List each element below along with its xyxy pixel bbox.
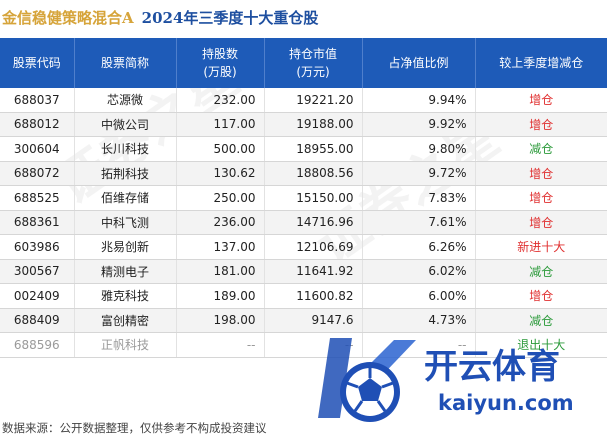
nav-ratio: 7.61% xyxy=(362,210,476,235)
nav-ratio: 9.94% xyxy=(362,88,476,113)
stock-name: 正帆科技 xyxy=(74,332,177,358)
holdings-table: 股票代码 股票简称 持股数 (万股) 持仓市值 (万元) 占净值比例 较上季度增减仓 6880… xyxy=(0,38,607,358)
stock-name: 佰维存储 xyxy=(74,185,177,211)
column-header: 股票简称 xyxy=(74,38,177,88)
market-value: 11641.92 xyxy=(264,259,363,284)
position-change: 退出十大 xyxy=(475,332,607,358)
footer-note: 数据来源：公开数据整理，仅供参考不构成投资建议 xyxy=(2,421,267,435)
table-row: 688037 芯源微 232.00 19221.20 9.94% 增仓 xyxy=(0,88,607,113)
position-change: 减仓 xyxy=(475,259,607,284)
table-row: 688361 中科飞测 236.00 14716.96 7.61% 增仓 xyxy=(0,210,607,235)
market-value: 15150.00 xyxy=(264,185,363,211)
shares-held: 117.00 xyxy=(176,112,265,137)
page-title: 金信稳健策略混合A 2024年三季度十大重仓股 xyxy=(0,0,607,34)
nav-ratio: 9.72% xyxy=(362,161,476,186)
soccer-ball-icon xyxy=(340,362,400,422)
table-header-row: 股票代码 股票简称 持股数 (万股) 持仓市值 (万元) 占净值比例 较上季度增减仓 xyxy=(0,38,607,88)
nav-ratio: 9.80% xyxy=(362,136,476,162)
stock-code: 002409 xyxy=(0,283,75,309)
table-row: 688596 正帆科技 -- -- -- 退出十大 xyxy=(0,332,607,358)
stock-code: 688596 xyxy=(0,332,75,358)
stock-code: 688525 xyxy=(0,185,75,211)
stock-code: 688072 xyxy=(0,161,75,186)
stock-name: 拓荆科技 xyxy=(74,161,177,186)
market-value: 19221.20 xyxy=(264,88,363,113)
stock-code: 688037 xyxy=(0,88,75,113)
report-subtitle: 2024年三季度十大重仓股 xyxy=(141,8,319,27)
table-body: 688037 芯源微 232.00 19221.20 9.94% 增仓 688012 中微公司… xyxy=(0,88,607,358)
table-row: 688072 拓荆科技 130.62 18808.56 9.72% 增仓 xyxy=(0,161,607,186)
table-row: 002409 雅克科技 189.00 11600.82 6.00% 增仓 xyxy=(0,283,607,309)
stock-code: 300604 xyxy=(0,136,75,162)
column-header: 占净值比例 xyxy=(362,38,476,88)
shares-held: 232.00 xyxy=(176,88,265,113)
stock-name: 精测电子 xyxy=(74,259,177,284)
nav-ratio: 6.02% xyxy=(362,259,476,284)
nav-ratio: 6.00% xyxy=(362,283,476,309)
shares-held: 500.00 xyxy=(176,136,265,162)
stock-name: 富创精密 xyxy=(74,308,177,333)
nav-ratio: -- xyxy=(362,332,476,358)
shares-held: 137.00 xyxy=(176,234,265,260)
table-row: 688012 中微公司 117.00 19188.00 9.92% 增仓 xyxy=(0,112,607,137)
stock-name: 芯源微 xyxy=(74,88,177,113)
column-header: 股票代码 xyxy=(0,38,75,88)
table-row: 603986 兆易创新 137.00 12106.69 6.26% 新进十大 xyxy=(0,234,607,260)
position-change: 增仓 xyxy=(475,112,607,137)
position-change: 增仓 xyxy=(475,88,607,113)
fund-name: 金信稳健策略混合A xyxy=(2,8,134,27)
position-change: 增仓 xyxy=(475,161,607,186)
column-header: 较上季度增减仓 xyxy=(475,38,607,88)
position-change: 减仓 xyxy=(475,136,607,162)
market-value: 11600.82 xyxy=(264,283,363,309)
stock-name: 中科飞测 xyxy=(74,210,177,235)
stock-name: 中微公司 xyxy=(74,112,177,137)
table-row: 300567 精测电子 181.00 11641.92 6.02% 减仓 xyxy=(0,259,607,284)
table-row: 688409 富创精密 198.00 9147.6 4.73% 减仓 xyxy=(0,308,607,333)
column-header: 持股数 (万股) xyxy=(176,38,265,88)
stock-code: 688012 xyxy=(0,112,75,137)
position-change: 减仓 xyxy=(475,308,607,333)
shares-held: 198.00 xyxy=(176,308,265,333)
market-value: 14716.96 xyxy=(264,210,363,235)
stock-name: 长川科技 xyxy=(74,136,177,162)
market-value: 9147.6 xyxy=(264,308,363,333)
market-value: 18808.56 xyxy=(264,161,363,186)
position-change: 增仓 xyxy=(475,185,607,211)
stock-code: 688409 xyxy=(0,308,75,333)
market-value: 19188.00 xyxy=(264,112,363,137)
logo-domain-text: kaiyun.com xyxy=(438,391,574,415)
market-value: 12106.69 xyxy=(264,234,363,260)
nav-ratio: 7.83% xyxy=(362,185,476,211)
position-change: 增仓 xyxy=(475,283,607,309)
table-row: 300604 长川科技 500.00 18955.00 9.80% 减仓 xyxy=(0,136,607,162)
stock-code: 300567 xyxy=(0,259,75,284)
column-header: 持仓市值 (万元) xyxy=(264,38,363,88)
shares-held: -- xyxy=(176,332,265,358)
stock-name: 雅克科技 xyxy=(74,283,177,309)
shares-held: 189.00 xyxy=(176,283,265,309)
market-value: 18955.00 xyxy=(264,136,363,162)
shares-held: 250.00 xyxy=(176,185,265,211)
position-change: 新进十大 xyxy=(475,234,607,260)
shares-held: 181.00 xyxy=(176,259,265,284)
table-row: 688525 佰维存储 250.00 15150.00 7.83% 增仓 xyxy=(0,185,607,211)
stock-code: 603986 xyxy=(0,234,75,260)
stock-code: 688361 xyxy=(0,210,75,235)
stock-name: 兆易创新 xyxy=(74,234,177,260)
nav-ratio: 9.92% xyxy=(362,112,476,137)
position-change: 增仓 xyxy=(475,210,607,235)
shares-held: 130.62 xyxy=(176,161,265,186)
market-value: -- xyxy=(264,332,363,358)
shares-held: 236.00 xyxy=(176,210,265,235)
nav-ratio: 6.26% xyxy=(362,234,476,260)
nav-ratio: 4.73% xyxy=(362,308,476,333)
